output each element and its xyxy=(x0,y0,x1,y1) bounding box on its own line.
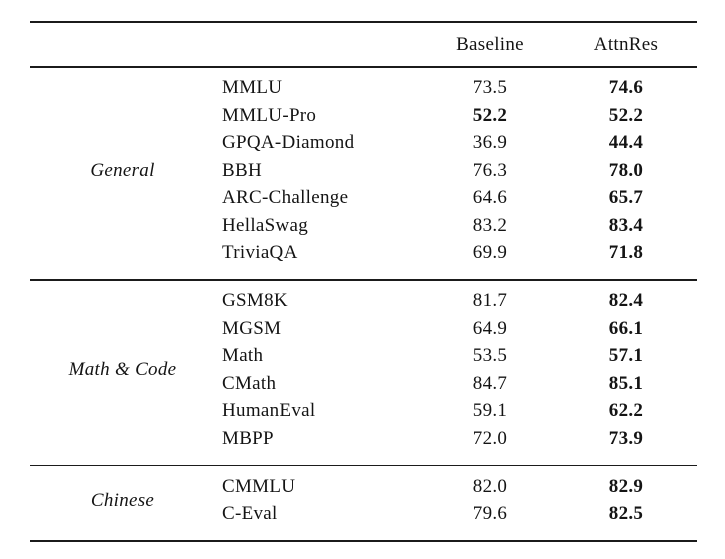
table-section: General MMLU 73.5 74.6 MMLU-Pro 52.2 52.… xyxy=(30,68,697,280)
attnres-value: 52.2 xyxy=(608,104,644,126)
benchmark-name: BBH xyxy=(222,159,262,181)
table-row: ARC-Challenge 64.6 65.7 xyxy=(215,185,697,213)
baseline-value: 59.1 xyxy=(472,400,508,422)
table-section: Chinese CMMLU 82.0 82.9 C-Eval 79.6 82.5 xyxy=(30,466,697,540)
benchmark-name: HellaSwag xyxy=(222,214,309,236)
baseline-value: 76.3 xyxy=(472,159,508,181)
table-bottom-rule xyxy=(30,540,697,542)
baseline-value: 64.6 xyxy=(472,187,508,209)
table-row: HumanEval 59.1 62.2 xyxy=(215,398,697,426)
table-row: BBH 76.3 78.0 xyxy=(215,157,697,185)
attnres-value: 74.6 xyxy=(608,77,644,99)
attnres-value: 78.0 xyxy=(608,159,644,181)
table-row: C-Eval 79.6 82.5 xyxy=(215,501,697,529)
benchmark-name: HumanEval xyxy=(222,400,316,422)
column-header-baseline: Baseline xyxy=(456,33,524,55)
benchmark-name: MMLU xyxy=(222,77,283,99)
table-header-row: Baseline AttnRes xyxy=(30,23,697,66)
table-row: Math 53.5 57.1 xyxy=(215,343,697,371)
attnres-value: 57.1 xyxy=(608,345,644,367)
table-row: GPQA-Diamond 36.9 44.4 xyxy=(215,130,697,158)
table-row: GSM8K 81.7 82.4 xyxy=(215,288,697,316)
baseline-value: 84.7 xyxy=(472,372,508,394)
section-label-cell: Math & Code xyxy=(30,288,215,453)
attnres-value: 82.4 xyxy=(608,290,644,312)
table-row: HellaSwag 83.2 83.4 xyxy=(215,212,697,240)
baseline-value: 36.9 xyxy=(472,132,508,154)
section-rows: CMMLU 82.0 82.9 C-Eval 79.6 82.5 xyxy=(215,473,697,528)
attnres-value: 85.1 xyxy=(608,372,644,394)
header-divider-rule xyxy=(30,66,697,68)
benchmark-name: MBPP xyxy=(222,427,274,449)
attnres-value: 73.9 xyxy=(608,427,644,449)
baseline-value: 69.9 xyxy=(472,242,508,264)
table-body: General MMLU 73.5 74.6 MMLU-Pro 52.2 52.… xyxy=(30,68,697,542)
benchmark-name: CMath xyxy=(222,372,277,394)
baseline-value: 52.2 xyxy=(472,104,508,126)
benchmark-name: C-Eval xyxy=(222,503,278,525)
benchmark-name: MMLU-Pro xyxy=(222,104,317,126)
baseline-value: 53.5 xyxy=(472,345,508,367)
table-row: MMLU-Pro 52.2 52.2 xyxy=(215,102,697,130)
attnres-value: 82.9 xyxy=(608,475,644,497)
attnres-value: 44.4 xyxy=(608,132,644,154)
column-header-attnres: AttnRes xyxy=(593,33,659,55)
section-label: General xyxy=(90,159,155,181)
baseline-value: 72.0 xyxy=(472,427,508,449)
table-row: TriviaQA 69.9 71.8 xyxy=(215,240,697,268)
table-row: MBPP 72.0 73.9 xyxy=(215,425,697,453)
attnres-value: 65.7 xyxy=(608,187,644,209)
table-row: MMLU 73.5 74.6 xyxy=(215,75,697,103)
section-divider-rule xyxy=(30,279,697,281)
baseline-value: 64.9 xyxy=(472,317,508,339)
baseline-value: 81.7 xyxy=(472,290,508,312)
benchmark-name: GSM8K xyxy=(222,290,288,312)
baseline-value: 73.5 xyxy=(472,77,508,99)
table-row: MGSM 64.9 66.1 xyxy=(215,315,697,343)
benchmark-name: GPQA-Diamond xyxy=(222,132,355,154)
baseline-value: 79.6 xyxy=(472,503,508,525)
section-label-cell: Chinese xyxy=(30,473,215,528)
benchmark-name: MGSM xyxy=(222,317,282,339)
section-divider-rule xyxy=(30,464,697,466)
table-row: CMMLU 82.0 82.9 xyxy=(215,473,697,501)
benchmark-name: ARC-Challenge xyxy=(222,187,349,209)
attnres-value: 71.8 xyxy=(608,242,644,264)
table-top-rule xyxy=(30,21,697,23)
attnres-value: 62.2 xyxy=(608,400,644,422)
benchmark-name: TriviaQA xyxy=(222,242,298,264)
benchmark-name: CMMLU xyxy=(222,475,296,497)
benchmark-name: Math xyxy=(222,345,264,367)
baseline-value: 83.2 xyxy=(472,214,508,236)
table-section: Math & Code GSM8K 81.7 82.4 MGSM 64.9 66… xyxy=(30,281,697,465)
attnres-value: 82.5 xyxy=(608,503,644,525)
table-row: CMath 84.7 85.1 xyxy=(215,370,697,398)
attnres-value: 83.4 xyxy=(608,214,644,236)
section-rows: MMLU 73.5 74.6 MMLU-Pro 52.2 52.2 GPQA-D… xyxy=(215,75,697,268)
attnres-value: 66.1 xyxy=(608,317,644,339)
section-label-cell: General xyxy=(30,75,215,268)
section-rows: GSM8K 81.7 82.4 MGSM 64.9 66.1 Math 53.5… xyxy=(215,288,697,453)
section-label: Math & Code xyxy=(68,359,177,380)
benchmark-results-table: Baseline AttnRes General MMLU 73.5 74.6 … xyxy=(30,21,697,542)
baseline-value: 82.0 xyxy=(472,475,508,497)
section-label: Chinese xyxy=(90,489,155,511)
